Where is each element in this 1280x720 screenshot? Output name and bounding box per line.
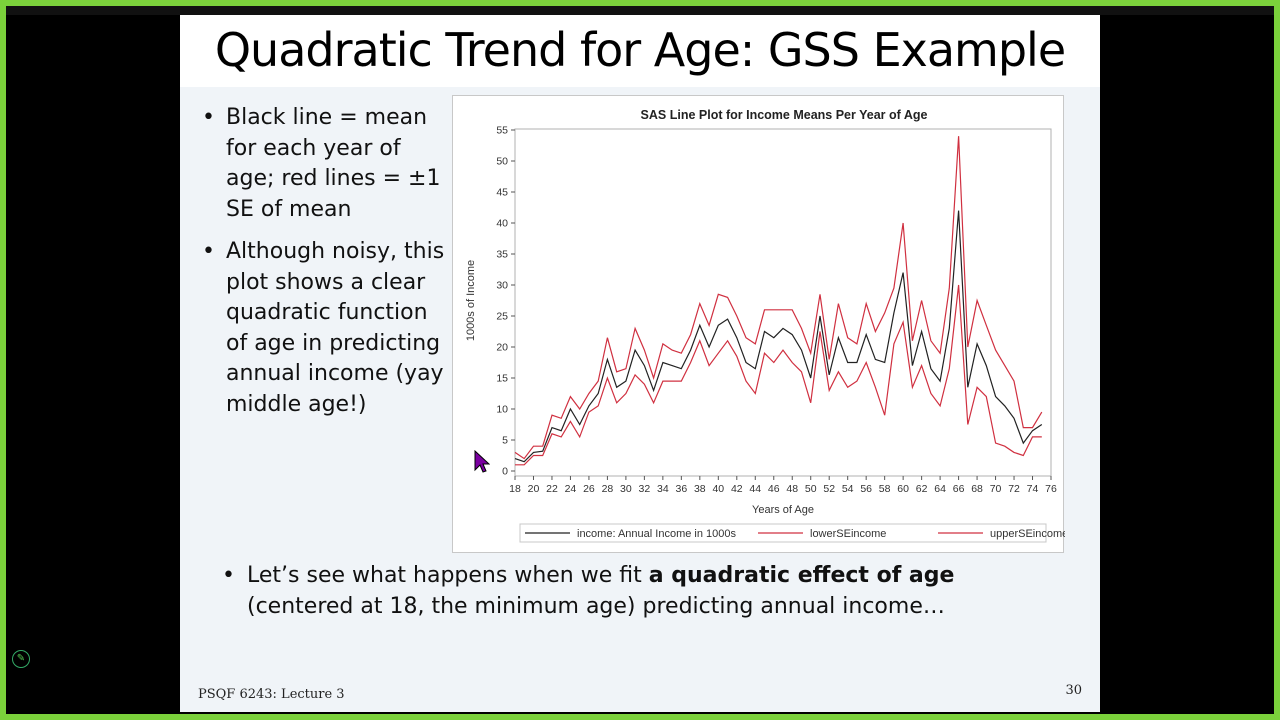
plot-frame <box>514 128 1052 477</box>
bullet-item: • Although noisy, this plot shows a clea… <box>202 239 445 417</box>
legend-entry: income: Annual Income in 1000s <box>577 528 736 540</box>
pen-icon[interactable]: ✎ <box>12 650 30 668</box>
x-tick-label: 24 <box>565 483 577 495</box>
y-tick-label: 45 <box>496 187 508 199</box>
bold-emphasis: a quadratic effect of age <box>648 563 955 588</box>
y-tick-label: 0 <box>502 466 508 478</box>
y-tick-label: 10 <box>496 404 508 416</box>
y-tick-label: 15 <box>496 373 508 385</box>
x-tick-label: 64 <box>934 483 946 495</box>
series-line-lowerseincome <box>515 284 1042 466</box>
x-tick-label: 38 <box>694 483 706 495</box>
x-tick-label: 68 <box>971 483 983 495</box>
arrow-pointer-icon <box>474 450 490 473</box>
page-number: 30 <box>1065 683 1082 698</box>
x-tick-label: 70 <box>990 483 1002 495</box>
chart-title: SAS Line Plot for Income Means Per Year … <box>641 108 928 122</box>
footer-course: PSQF 6243: Lecture 3 <box>198 687 345 702</box>
bullet-text: Black line = mean for each year of age; … <box>226 105 441 222</box>
x-tick-label: 46 <box>768 483 780 495</box>
y-tick-label: 35 <box>496 249 508 261</box>
y-tick-label: 40 <box>496 218 508 230</box>
x-tick-label: 58 <box>879 483 891 495</box>
y-tick-label: 50 <box>496 156 508 168</box>
y-tick-label: 30 <box>496 280 508 292</box>
legend-entry: upperSEincome <box>990 528 1065 540</box>
x-tick-label: 72 <box>1008 483 1020 495</box>
legend-entry: lowerSEincome <box>810 528 886 540</box>
x-axis-label: Years of Age <box>752 504 814 516</box>
x-tick-label: 30 <box>620 483 632 495</box>
x-tick-label: 28 <box>602 483 614 495</box>
chart-svg: SAS Line Plot for Income Means Per Year … <box>465 108 1065 543</box>
x-tick-label: 50 <box>805 483 817 495</box>
x-tick-label: 22 <box>546 483 558 495</box>
series-line-income-annual-income-in-1000s <box>514 210 1043 463</box>
x-tick-label: 74 <box>1027 483 1039 495</box>
x-tick-label: 20 <box>528 483 540 495</box>
x-tick-label: 60 <box>897 483 909 495</box>
x-tick-label: 32 <box>639 483 651 495</box>
x-tick-label: 56 <box>860 483 872 495</box>
y-axis-label: 1000s of Income <box>465 260 477 341</box>
x-tick-label: 36 <box>676 483 688 495</box>
bottom-bullet-text: Let’s see what happens when we fit a qua… <box>247 563 955 619</box>
bullet-list: • Black line = mean for each year of age… <box>202 103 452 432</box>
slide-title: Quadratic Trend for Age: GSS Example <box>214 23 1066 77</box>
x-tick-label: 42 <box>731 483 743 495</box>
income-line-chart: SAS Line Plot for Income Means Per Year … <box>452 95 1065 553</box>
bottom-bullet: • Let’s see what happens when we fit a q… <box>222 560 1022 622</box>
series-line-upperseincome <box>514 136 1043 460</box>
x-tick-label: 62 <box>916 483 928 495</box>
x-tick-label: 76 <box>1045 483 1057 495</box>
y-tick-label: 5 <box>502 435 508 447</box>
slide-title-bar <box>180 15 1100 87</box>
x-tick-label: 34 <box>657 483 669 495</box>
slide: Quadratic Trend for Age: GSS Example • B… <box>180 15 1100 712</box>
title-bar <box>6 6 1274 15</box>
x-tick-label: 66 <box>953 483 965 495</box>
bullet-text: Although noisy, this plot shows a clear … <box>226 239 445 417</box>
y-tick-label: 55 <box>496 125 508 137</box>
x-tick-label: 52 <box>823 483 835 495</box>
x-tick-label: 18 <box>509 483 521 495</box>
y-tick-label: 25 <box>496 311 508 323</box>
x-tick-label: 26 <box>583 483 595 495</box>
x-tick-label: 40 <box>712 483 724 495</box>
y-tick-label: 20 <box>496 342 508 354</box>
x-tick-label: 48 <box>786 483 798 495</box>
x-tick-label: 44 <box>749 483 761 495</box>
x-tick-label: 54 <box>842 483 854 495</box>
bullet-item: • Black line = mean for each year of age… <box>202 105 441 222</box>
legend-box <box>519 523 1047 543</box>
